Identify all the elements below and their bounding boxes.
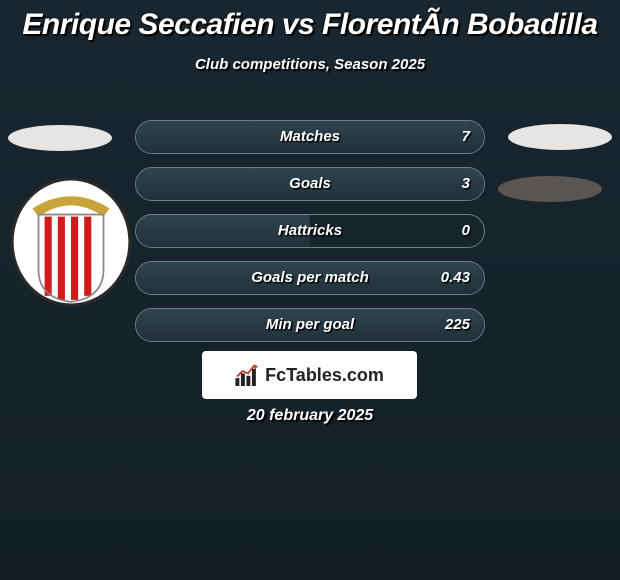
brand-chart-icon [235,364,261,386]
date-text: 20 february 2025 [0,407,620,425]
stat-row-label: Hattricks [136,215,484,247]
stat-row-value: 0.43 [441,262,470,294]
stat-row-label: Goals per match [136,262,484,294]
brand-badge[interactable]: FcTables.com [202,351,417,399]
stat-row-value: 3 [462,168,470,200]
stat-row-value: 0 [462,215,470,247]
stat-row-label: Matches [136,121,484,153]
card: Enrique Seccafien vs FlorentÃ­n Bobadill… [0,0,620,580]
brand-text: FcTables.com [265,365,384,386]
stats-container: Matches7Goals3Hattricks0Goals per match0… [135,120,485,355]
stat-row-value: 7 [462,121,470,153]
stat-row: Goals3 [135,167,485,201]
stat-row: Goals per match0.43 [135,261,485,295]
stat-row-value: 225 [445,309,470,341]
avatar-right-placeholder-2 [498,176,602,202]
avatar-right-placeholder-1 [508,124,612,150]
stat-row-label: Goals [136,168,484,200]
stat-row: Hattricks0 [135,214,485,248]
subtitle: Club competitions, Season 2025 [0,56,620,73]
page-title: Enrique Seccafien vs FlorentÃ­n Bobadill… [0,0,620,42]
avatar-left-placeholder [8,125,112,151]
stat-row: Min per goal225 [135,308,485,342]
stat-row-label: Min per goal [136,309,484,341]
team-crest [10,178,132,306]
stat-row: Matches7 [135,120,485,154]
